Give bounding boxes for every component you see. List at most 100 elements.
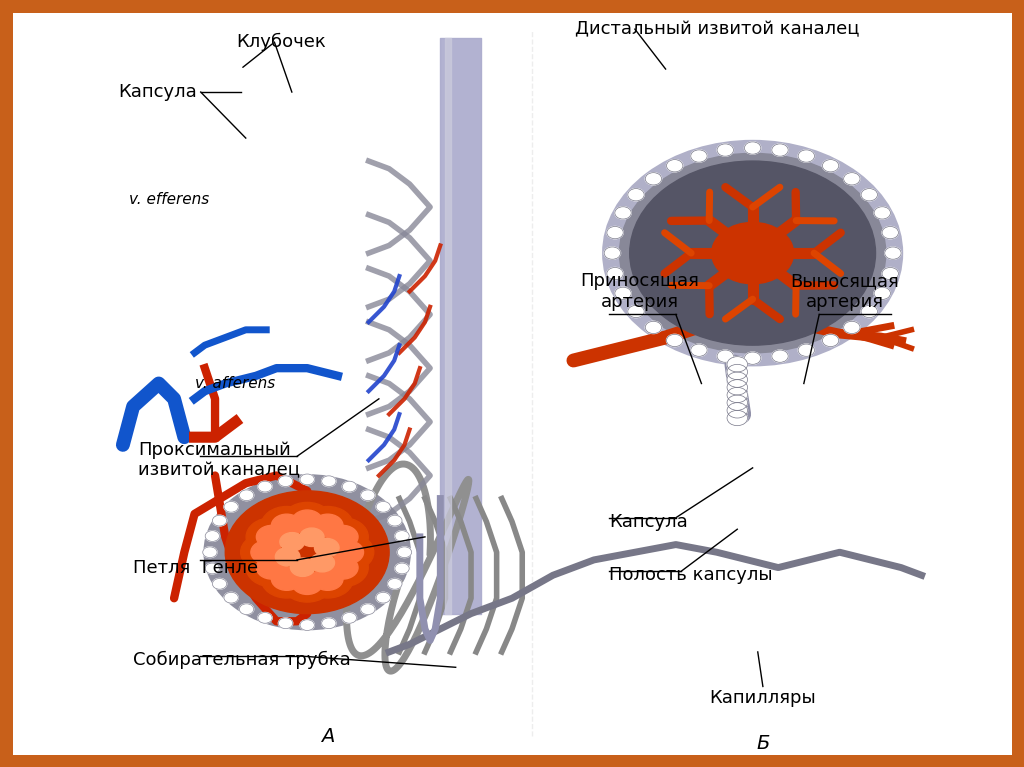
Circle shape bbox=[727, 372, 748, 387]
Circle shape bbox=[874, 287, 891, 299]
Circle shape bbox=[292, 510, 323, 533]
Text: Проксимальный
извитой каналец: Проксимальный извитой каналец bbox=[138, 441, 300, 479]
Circle shape bbox=[397, 547, 412, 558]
Circle shape bbox=[314, 538, 339, 557]
Circle shape bbox=[317, 518, 369, 556]
Circle shape bbox=[620, 153, 886, 353]
Circle shape bbox=[727, 403, 748, 418]
Circle shape bbox=[772, 144, 788, 156]
Circle shape bbox=[203, 547, 217, 558]
Circle shape bbox=[360, 604, 375, 614]
Circle shape bbox=[727, 364, 748, 380]
Circle shape bbox=[645, 173, 662, 185]
Circle shape bbox=[885, 247, 901, 259]
Circle shape bbox=[291, 558, 315, 577]
Circle shape bbox=[882, 226, 898, 239]
Text: Клубочек: Клубочек bbox=[237, 33, 327, 51]
Circle shape bbox=[727, 380, 748, 395]
Circle shape bbox=[261, 506, 312, 545]
Circle shape bbox=[224, 502, 239, 512]
Circle shape bbox=[323, 533, 374, 571]
Circle shape bbox=[727, 387, 748, 403]
Circle shape bbox=[630, 161, 876, 345]
Text: Капсула: Капсула bbox=[118, 83, 197, 101]
Circle shape bbox=[300, 620, 314, 630]
Circle shape bbox=[822, 160, 839, 172]
FancyBboxPatch shape bbox=[82, 23, 983, 744]
Circle shape bbox=[246, 518, 297, 556]
Circle shape bbox=[299, 528, 324, 546]
Circle shape bbox=[205, 476, 410, 629]
Circle shape bbox=[727, 357, 748, 372]
Circle shape bbox=[614, 287, 631, 299]
Text: Капилляры: Капилляры bbox=[710, 689, 816, 707]
Circle shape bbox=[667, 334, 683, 347]
Circle shape bbox=[691, 344, 708, 357]
Circle shape bbox=[312, 514, 343, 537]
Text: Капсула: Капсула bbox=[609, 512, 688, 531]
Circle shape bbox=[628, 189, 644, 201]
Circle shape bbox=[604, 142, 901, 364]
Circle shape bbox=[376, 592, 390, 603]
Circle shape bbox=[275, 548, 300, 566]
Circle shape bbox=[312, 568, 343, 591]
Circle shape bbox=[667, 160, 683, 172]
Circle shape bbox=[376, 502, 390, 512]
Circle shape bbox=[772, 350, 788, 362]
Circle shape bbox=[258, 613, 272, 624]
Circle shape bbox=[225, 491, 389, 614]
Circle shape bbox=[861, 305, 878, 318]
Circle shape bbox=[607, 268, 624, 280]
Circle shape bbox=[317, 548, 369, 587]
Circle shape bbox=[628, 305, 644, 318]
Circle shape bbox=[279, 618, 293, 629]
Circle shape bbox=[844, 173, 860, 185]
Circle shape bbox=[717, 350, 733, 362]
Text: v. efferens: v. efferens bbox=[129, 192, 209, 207]
Text: Собирательная трубка: Собирательная трубка bbox=[133, 650, 351, 669]
Text: А: А bbox=[321, 727, 335, 746]
Circle shape bbox=[302, 506, 353, 545]
Circle shape bbox=[360, 490, 375, 501]
Text: Выносящая
артерия: Выносящая артерия bbox=[791, 272, 899, 311]
Circle shape bbox=[607, 226, 624, 239]
Circle shape bbox=[271, 568, 302, 591]
Circle shape bbox=[205, 563, 219, 574]
Circle shape bbox=[882, 268, 898, 280]
Circle shape bbox=[240, 490, 254, 501]
Circle shape bbox=[342, 481, 356, 492]
Circle shape bbox=[645, 321, 662, 334]
Text: Полость капсулы: Полость капсулы bbox=[609, 566, 773, 584]
Circle shape bbox=[280, 532, 304, 551]
Circle shape bbox=[282, 564, 333, 602]
Text: Б: Б bbox=[756, 735, 770, 753]
Circle shape bbox=[333, 541, 364, 564]
Circle shape bbox=[844, 321, 860, 334]
Circle shape bbox=[717, 144, 733, 156]
Circle shape bbox=[727, 410, 748, 426]
Circle shape bbox=[282, 502, 333, 541]
Circle shape bbox=[712, 222, 794, 284]
Circle shape bbox=[744, 142, 761, 154]
Circle shape bbox=[224, 592, 239, 603]
Circle shape bbox=[271, 514, 302, 537]
Circle shape bbox=[822, 334, 839, 347]
Circle shape bbox=[240, 604, 254, 614]
Text: Приносящая
артерия: Приносящая артерия bbox=[581, 272, 699, 311]
Circle shape bbox=[691, 150, 708, 162]
Circle shape bbox=[342, 613, 356, 624]
Circle shape bbox=[246, 548, 297, 587]
Text: Петля  Генле: Петля Генле bbox=[133, 558, 258, 577]
Circle shape bbox=[241, 533, 292, 571]
Circle shape bbox=[258, 481, 272, 492]
Circle shape bbox=[388, 515, 402, 526]
Circle shape bbox=[212, 578, 226, 589]
Circle shape bbox=[261, 560, 312, 598]
Text: v. afferens: v. afferens bbox=[196, 376, 275, 391]
Circle shape bbox=[798, 344, 814, 357]
Circle shape bbox=[322, 618, 336, 629]
Circle shape bbox=[328, 556, 358, 579]
Circle shape bbox=[388, 578, 402, 589]
Circle shape bbox=[861, 189, 878, 201]
Circle shape bbox=[395, 531, 410, 542]
